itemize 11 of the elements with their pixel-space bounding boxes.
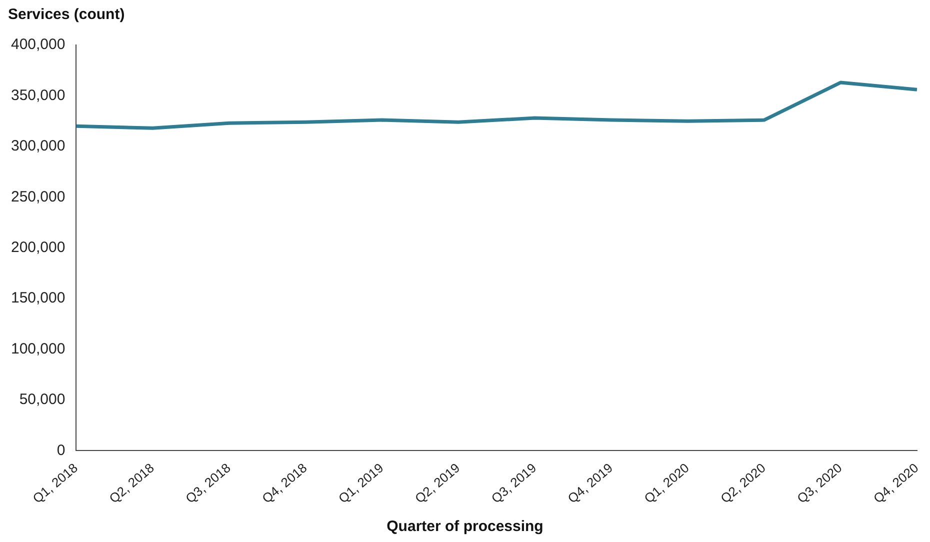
x-axis-title: Quarter of processing bbox=[386, 518, 544, 535]
y-tick-label: 200,000 bbox=[10, 238, 66, 256]
y-tick-label: 50,000 bbox=[19, 391, 66, 408]
y-tick-label: 250,000 bbox=[10, 188, 66, 206]
y-tick-label: 300,000 bbox=[10, 138, 66, 155]
y-axis-title: Services (count) bbox=[8, 6, 125, 23]
y-tick-label: 100,000 bbox=[10, 340, 66, 358]
y-tick-label: 400,000 bbox=[10, 36, 66, 54]
y-tick-label: 0 bbox=[56, 442, 66, 459]
y-tick-label: 350,000 bbox=[10, 86, 66, 104]
y-tick-label: 150,000 bbox=[10, 290, 66, 307]
